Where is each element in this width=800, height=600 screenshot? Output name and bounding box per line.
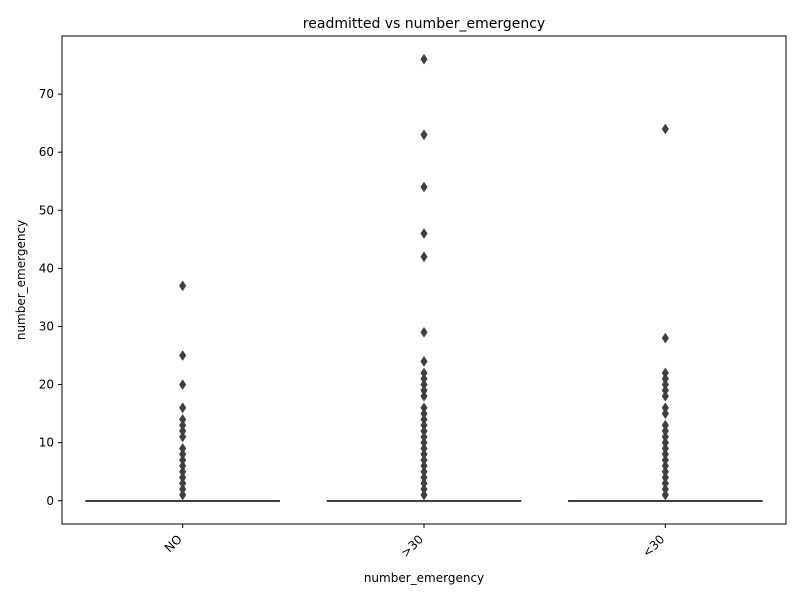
outlier-point	[420, 483, 428, 495]
outlier-point	[420, 326, 428, 338]
outlier-point	[420, 53, 428, 65]
outlier-point	[420, 419, 428, 431]
plot-area	[85, 53, 763, 503]
outlier-point	[179, 425, 187, 437]
outlier-point	[179, 431, 187, 443]
outlier-point	[179, 350, 187, 361]
outlier-point	[420, 379, 428, 391]
outlier-point	[420, 181, 428, 193]
outlier-point	[420, 466, 428, 478]
outlier-point	[420, 443, 428, 454]
outlier-point	[661, 489, 669, 501]
x-tick-label: >30	[398, 532, 426, 560]
outlier-point	[420, 228, 428, 239]
y-tick-label: 10	[39, 436, 54, 450]
y-tick-label: 60	[39, 145, 54, 159]
outlier-point	[420, 489, 428, 501]
outlier-point	[661, 367, 669, 379]
outlier-point	[179, 280, 187, 292]
outlier-point	[179, 460, 187, 472]
outlier-point	[661, 402, 669, 414]
outlier-point	[661, 123, 669, 135]
outlier-point	[420, 454, 428, 466]
outlier-point	[661, 472, 669, 483]
y-tick-label: 20	[39, 378, 54, 392]
outlier-point	[420, 437, 428, 449]
outlier-point	[661, 332, 669, 344]
outlier-point	[179, 483, 187, 495]
outlier-point	[420, 431, 428, 443]
outlier-point	[420, 390, 428, 402]
outlier-point	[661, 390, 669, 402]
y-tick-label: 0	[46, 494, 54, 508]
outlier-point	[179, 448, 187, 460]
outlier-point	[420, 460, 428, 472]
x-tick-label: NO	[162, 532, 185, 555]
outlier-point	[661, 425, 669, 437]
outlier-point	[661, 431, 669, 443]
outlier-point	[420, 384, 428, 396]
outlier-point	[420, 425, 428, 437]
y-axis-label: number_emergency	[14, 220, 28, 340]
box-group-<30	[568, 123, 763, 503]
y-tick-label: 30	[39, 319, 54, 333]
outlier-point	[420, 448, 428, 460]
outlier-point	[179, 402, 187, 414]
x-axis-label: number_emergency	[364, 571, 484, 585]
outlier-point	[420, 129, 428, 141]
outlier-point	[661, 419, 669, 431]
outlier-point	[179, 477, 187, 489]
box-group-NO	[85, 280, 280, 503]
outlier-point	[179, 454, 187, 466]
outlier-point	[179, 489, 187, 501]
outlier-point	[661, 384, 669, 396]
outlier-point	[420, 408, 428, 420]
box-group->30	[326, 53, 522, 503]
outlier-point	[661, 454, 669, 466]
outlier-point	[420, 355, 428, 367]
outlier-point	[179, 379, 187, 391]
chart-title: readmitted vs number_emergency	[303, 16, 545, 32]
outlier-point	[179, 466, 187, 478]
outlier-point	[661, 443, 669, 454]
outlier-point	[420, 402, 428, 414]
outlier-point	[661, 460, 669, 472]
outlier-point	[661, 408, 669, 420]
y-tick-label: 50	[39, 203, 54, 217]
outlier-point	[420, 413, 428, 425]
outlier-point	[661, 466, 669, 478]
outlier-point	[661, 379, 669, 391]
outlier-point	[179, 472, 187, 483]
y-axis: 0 10 20 30 40 50 60 70	[39, 87, 62, 508]
outlier-point	[420, 373, 428, 385]
y-tick-label: 40	[39, 261, 54, 275]
outlier-point	[179, 443, 187, 454]
x-axis: NO >30 <30	[162, 524, 668, 560]
outlier-point	[420, 251, 428, 263]
y-tick-label: 70	[39, 87, 54, 101]
outlier-point	[179, 413, 187, 425]
outlier-point	[661, 373, 669, 385]
outlier-point	[420, 472, 428, 483]
outlier-point	[179, 419, 187, 431]
outlier-point	[661, 448, 669, 460]
outlier-point	[420, 367, 428, 379]
outlier-point	[661, 483, 669, 495]
outlier-point	[661, 477, 669, 489]
outlier-point	[661, 437, 669, 449]
outlier-point	[420, 477, 428, 489]
x-tick-label: <30	[640, 532, 668, 560]
